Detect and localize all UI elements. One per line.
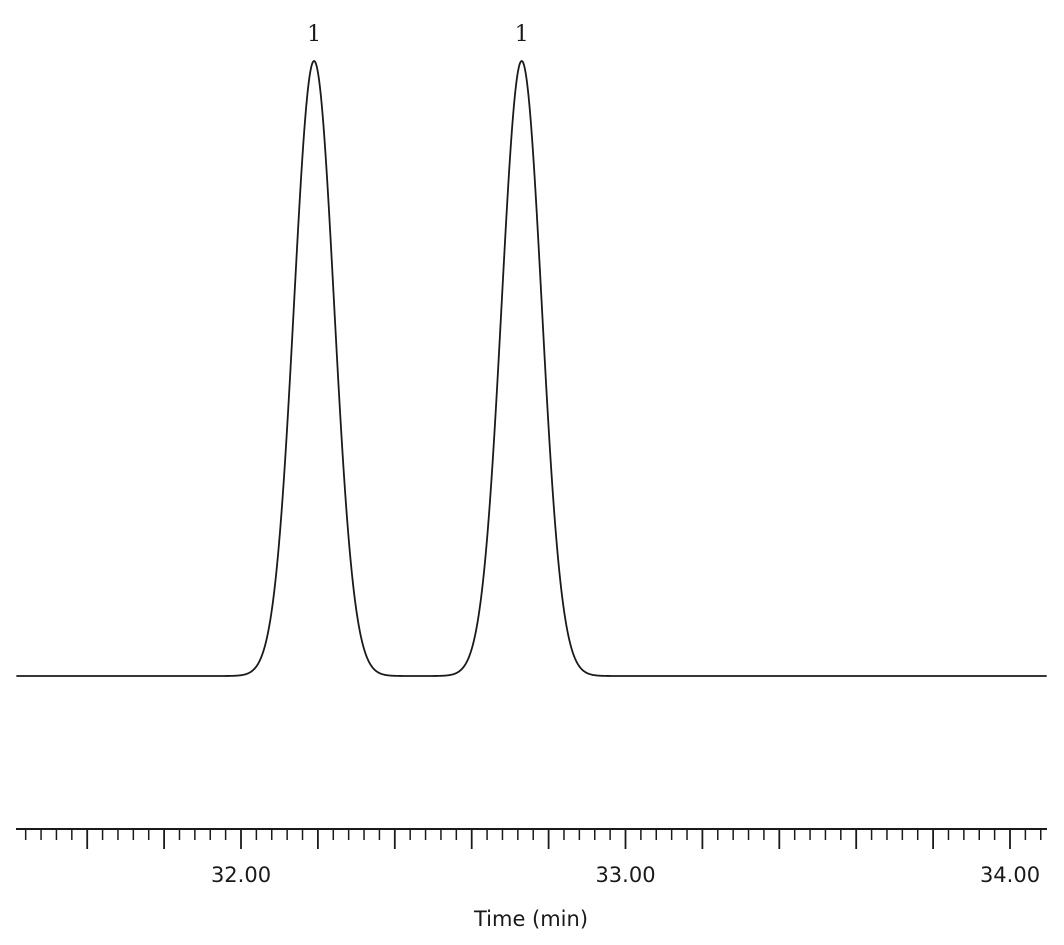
trace-layer: [16, 60, 1047, 677]
x-axis-tick-labels: 32.00 33.00 34.00: [211, 863, 1040, 887]
x-axis: 32.00 33.00 34.00: [16, 828, 1047, 887]
x-tick-label: 32.00: [211, 863, 271, 887]
x-tick-label: 33.00: [595, 863, 655, 887]
chromatogram-trace: [16, 60, 1047, 677]
x-axis-ticks: [24, 829, 1042, 849]
x-tick-label: 34.00: [980, 863, 1040, 887]
x-axis-title: Time (min): [473, 907, 588, 931]
peak-label-2: 1: [515, 22, 529, 47]
peak-label-1: 1: [307, 22, 321, 47]
